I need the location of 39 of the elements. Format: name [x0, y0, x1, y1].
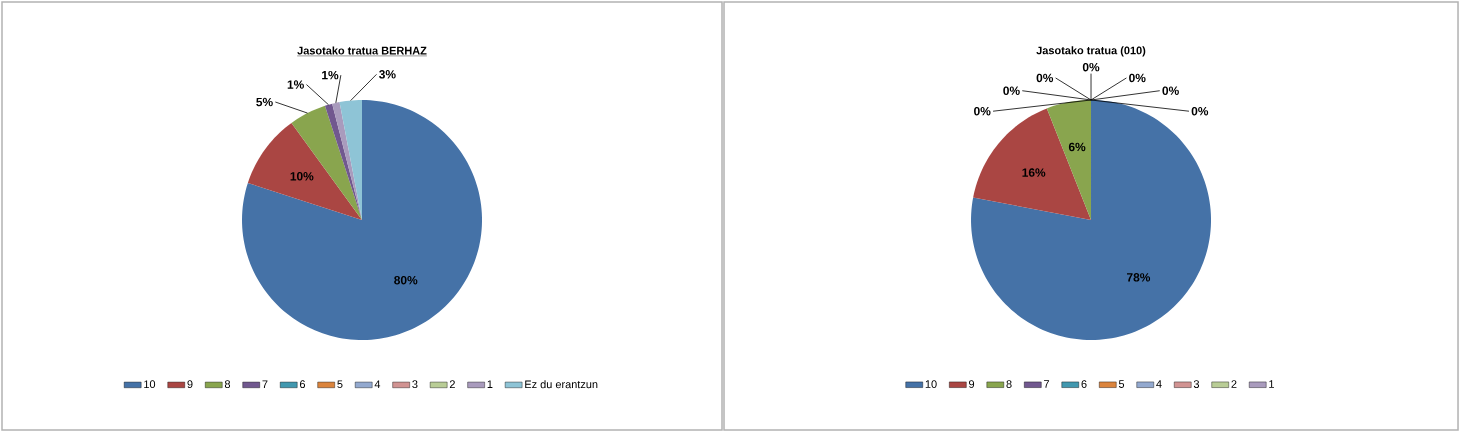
legend-label: 8 — [224, 380, 231, 389]
legend-label: 3 — [1193, 380, 1200, 388]
text: 0% — [1129, 73, 1146, 83]
legend-label: 10 — [925, 380, 937, 388]
data-label: 80% — [394, 275, 418, 285]
text: 0% — [1191, 106, 1209, 116]
data-label: 10% — [290, 172, 314, 181]
legend-label: 4 — [1156, 380, 1162, 388]
data-label: 1% — [322, 70, 339, 80]
text: 0% — [1162, 86, 1179, 95]
legend-label: 7 — [1044, 380, 1050, 388]
data-label: 1% — [287, 80, 304, 89]
legend-label: 10 — [144, 380, 156, 389]
legend-label: 8 — [1006, 380, 1012, 388]
legend-label: 1 — [487, 380, 493, 388]
legend-label: 3 — [412, 380, 418, 389]
data-label: 16% — [1022, 168, 1046, 177]
legend-label: 2 — [1231, 380, 1237, 388]
legend-label: 6 — [299, 380, 306, 389]
legend-label: 9 — [187, 380, 193, 389]
legend-label: 9 — [969, 380, 975, 388]
legend-label: 5 — [1118, 380, 1125, 388]
data-label: 3% — [379, 70, 396, 79]
chart-title: Jasotako tratua (010) — [1036, 46, 1146, 57]
text: 0% — [1082, 62, 1100, 72]
text: 0% — [1003, 86, 1020, 95]
chart-title: Jasotako tratua BERHAZ — [297, 46, 427, 55]
legend-label: 4 — [374, 380, 381, 388]
legend-label: 2 — [449, 380, 455, 388]
data-label: 5% — [256, 97, 273, 107]
legend-label: Ez du erantzun — [525, 380, 598, 389]
data-label: 78% — [1127, 273, 1151, 282]
legend-label: 7 — [262, 380, 268, 388]
data-label: 6% — [1068, 142, 1086, 152]
legend-label: 5 — [337, 380, 343, 389]
text: 0% — [1036, 73, 1054, 83]
text: 0% — [974, 106, 991, 116]
legend-label: 1 — [1269, 380, 1274, 388]
legend-label: 6 — [1081, 380, 1087, 388]
